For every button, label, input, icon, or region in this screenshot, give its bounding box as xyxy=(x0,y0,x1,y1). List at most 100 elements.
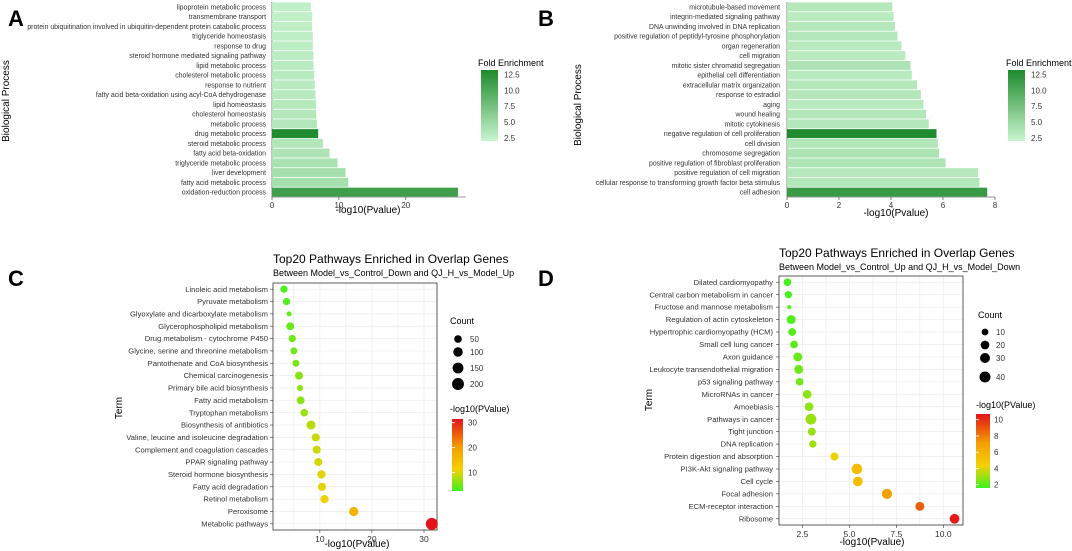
panel-a-legend-title: Fold Enrichment xyxy=(478,58,544,68)
size-legend-dot xyxy=(452,362,464,374)
panel-d-y-axis-title: Term xyxy=(644,389,655,411)
legend-tick-label: 10.0 xyxy=(504,86,520,95)
dot xyxy=(282,297,291,306)
y-tick-label: Cell cycle xyxy=(741,477,774,486)
bar xyxy=(272,129,319,139)
dot xyxy=(290,347,298,355)
y-tick-label: Glyoxylate and dicarboxylate metabolism xyxy=(130,309,268,318)
bar xyxy=(272,51,314,61)
bar xyxy=(272,138,323,148)
x-tick-label: 30 xyxy=(419,534,429,544)
y-tick-label: MicroRNAs in cancer xyxy=(702,390,774,399)
panel-b-x-axis-title: -log10(Pvalue) xyxy=(863,208,928,219)
dot xyxy=(306,420,316,430)
panel-b-legend-title: Fold Enrichment xyxy=(1006,58,1072,68)
bar xyxy=(272,80,315,90)
bar xyxy=(787,168,979,178)
size-legend-label: 10 xyxy=(996,328,1005,337)
dot xyxy=(286,311,292,317)
x-tick-label: 20 xyxy=(367,534,377,544)
y-tick-label: PI3K-Akt signaling pathway xyxy=(681,465,774,474)
y-tick-label: Chemical carcinogenesis xyxy=(184,371,269,380)
bar xyxy=(272,187,458,197)
panel-d-x-tick-labels: 2.5 5.0 7.5 10.0 xyxy=(797,529,952,539)
bar xyxy=(787,31,898,41)
bar xyxy=(272,31,313,41)
dot xyxy=(881,488,893,499)
size-legend-label: 40 xyxy=(996,373,1005,382)
legend-tick-label: 2.5 xyxy=(1031,134,1043,143)
bar xyxy=(787,129,937,139)
dot xyxy=(852,476,863,487)
size-legend-dot xyxy=(980,340,990,350)
panel-d-y-tick-labels: Dilated cardiomyopathy Central carbon met… xyxy=(649,278,773,524)
panel-a-x-axis-title: -log10(Pvalue) xyxy=(335,205,400,216)
panel-d-size-legend-title: Count xyxy=(978,310,1003,320)
y-tick-label: Pathways in cancer xyxy=(707,415,773,424)
panel-d-color-legend-title: -log10(PValue) xyxy=(976,400,1035,410)
bar xyxy=(787,60,911,70)
dot xyxy=(314,458,323,467)
x-tick-label: 0 xyxy=(785,201,790,210)
bar xyxy=(272,168,346,178)
y-tick-label: wound healing xyxy=(735,112,781,119)
y-tick-label: cholesterol homeostasis xyxy=(192,112,266,119)
y-tick-label: DNA replication xyxy=(721,440,773,449)
y-tick-label: Primary bile acid biosynthesis xyxy=(168,384,268,393)
y-tick-label: PPAR signaling pathway xyxy=(185,458,268,467)
y-tick-label: Valine, leucine and isoleucine degradati… xyxy=(126,433,268,442)
panel-c-size-legend-title: Count xyxy=(450,316,475,326)
x-tick-label: 6 xyxy=(941,201,946,210)
color-legend-tick-label: 8 xyxy=(994,432,999,441)
y-tick-label: drug metabolic process xyxy=(195,131,267,138)
y-tick-label: Leukocyte transendothelial migration xyxy=(649,365,773,374)
bar xyxy=(787,12,894,22)
x-tick-label: 2 xyxy=(837,201,842,210)
color-legend-tick-label: 20 xyxy=(468,444,477,453)
size-legend-label: 200 xyxy=(470,380,484,389)
y-tick-label: cellular response to transforming growth… xyxy=(596,180,781,187)
bar xyxy=(272,177,349,187)
dot xyxy=(311,433,320,442)
y-tick-label: lipoprotein metabolic process xyxy=(177,4,267,11)
y-tick-label: cholesterol metabolic process xyxy=(175,73,266,80)
bar xyxy=(272,60,314,70)
dot xyxy=(288,334,296,343)
panel-c-title: Top20 Pathways Enriched in Overlap Genes xyxy=(273,252,508,266)
y-tick-label: triglyceride homeostasis xyxy=(192,34,266,41)
dot xyxy=(783,278,792,287)
bar xyxy=(272,158,338,168)
legend-tick-label: 2.5 xyxy=(504,134,516,143)
panel-b-y-tick-labels: microtubule-based movement integrin-media… xyxy=(596,4,781,196)
panel-b-legend-colorbar xyxy=(1008,70,1025,141)
y-tick-label: aging xyxy=(763,102,780,109)
size-legend-label: 30 xyxy=(996,354,1005,363)
panel-c-y-axis-title: Term xyxy=(114,397,125,419)
size-legend-label: 150 xyxy=(470,364,484,373)
y-tick-label: Steroid hormone biosynthesis xyxy=(168,470,268,479)
bar xyxy=(272,90,316,100)
panel-a-legend-colorbar xyxy=(481,70,498,141)
bar xyxy=(787,148,940,158)
y-tick-label: oxidation-reduction process xyxy=(182,190,267,197)
y-tick-label: Metabolic pathways xyxy=(201,519,268,528)
dot xyxy=(794,364,804,374)
y-tick-label: Focal adhesion xyxy=(721,489,773,498)
panel-d-size-legend: 10 20 30 40 xyxy=(979,328,1005,383)
legend-tick-label: 12.5 xyxy=(504,70,520,79)
y-tick-label: Peroxisome xyxy=(228,507,268,516)
y-tick-label: cell division xyxy=(745,141,780,148)
dot xyxy=(795,377,804,386)
bar xyxy=(787,51,906,61)
y-tick-label: positive regulation of cell migration xyxy=(674,170,780,177)
dot xyxy=(851,463,863,475)
dot xyxy=(296,396,305,405)
dot xyxy=(425,517,438,530)
y-tick-label: chromosome segregation xyxy=(702,151,780,158)
color-legend-tick-label: 10 xyxy=(994,416,1003,425)
panel-c-grid xyxy=(270,282,438,533)
y-tick-label: Amoebiasis xyxy=(734,402,773,411)
y-tick-label: DNA unwinding involved in DNA replicatio… xyxy=(649,24,780,31)
y-tick-label: Central carbon metabolism in cancer xyxy=(649,290,773,299)
bar xyxy=(272,2,311,12)
